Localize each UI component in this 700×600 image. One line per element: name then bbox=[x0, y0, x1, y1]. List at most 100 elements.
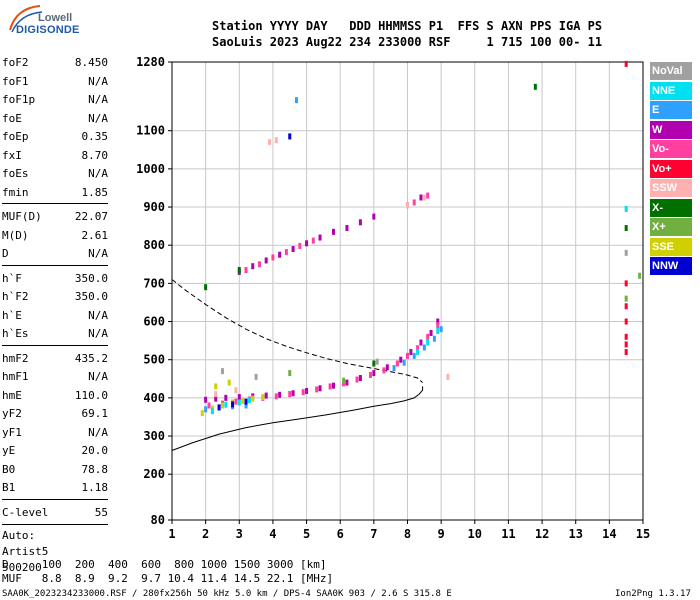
param-row: yF1 N/A bbox=[2, 426, 108, 442]
data-point bbox=[426, 339, 430, 346]
data-point bbox=[288, 391, 292, 398]
x-tick-label: 11 bbox=[501, 527, 515, 541]
data-point bbox=[311, 237, 315, 244]
x-tick-label: 12 bbox=[535, 527, 549, 541]
param-value: 69.1 bbox=[81, 407, 109, 420]
param-row: M(D) 2.61 bbox=[2, 229, 108, 245]
param-row: yE 20.0 bbox=[2, 444, 108, 460]
param-row: foE N/A bbox=[2, 112, 108, 128]
data-point bbox=[385, 364, 389, 371]
param-row: h`E N/A bbox=[2, 309, 108, 325]
param-value: 2.61 bbox=[81, 228, 109, 242]
data-point bbox=[392, 365, 396, 372]
data-point bbox=[624, 205, 628, 212]
data-point bbox=[436, 328, 440, 335]
data-point bbox=[624, 333, 628, 340]
data-point bbox=[446, 373, 450, 380]
data-point bbox=[237, 267, 241, 274]
data-point bbox=[624, 225, 628, 232]
param-value: 350.0 bbox=[74, 271, 108, 285]
param-name: foF2 bbox=[2, 56, 29, 69]
x-tick-label: 6 bbox=[337, 527, 344, 541]
data-point bbox=[214, 383, 218, 390]
legend-item: Vo- bbox=[650, 140, 692, 158]
param-row: B1 1.18 bbox=[2, 481, 108, 497]
param-value: N/A bbox=[88, 167, 108, 180]
data-point bbox=[237, 399, 241, 406]
clevel-row: C-level 55 bbox=[2, 506, 108, 522]
data-point bbox=[301, 389, 305, 396]
y-tick-label: 400 bbox=[143, 391, 165, 405]
logo-arc-icon bbox=[9, 5, 43, 33]
param-row: h`Es N/A bbox=[2, 327, 108, 343]
data-point bbox=[399, 356, 403, 363]
data-point bbox=[412, 352, 416, 359]
data-point bbox=[268, 139, 272, 146]
separator bbox=[2, 344, 108, 346]
data-point bbox=[422, 344, 426, 351]
param-value: N/A bbox=[88, 308, 108, 322]
x-tick-label: 8 bbox=[404, 527, 411, 541]
y-tick-label: 500 bbox=[143, 353, 165, 367]
data-point bbox=[214, 391, 218, 398]
data-point bbox=[358, 219, 362, 226]
param-row: D N/A bbox=[2, 247, 108, 263]
data-point bbox=[220, 368, 224, 375]
data-point bbox=[624, 341, 628, 348]
data-point bbox=[204, 396, 208, 403]
data-point bbox=[210, 408, 214, 415]
auto-line: Artist5 bbox=[2, 544, 49, 558]
param-row: foEs N/A bbox=[2, 167, 108, 183]
data-point bbox=[220, 402, 224, 409]
separator bbox=[2, 203, 108, 204]
chart-ticks: 1 2 3 4 5 6 7 8 9 10 11 12 13 14 158020030040050060070… bbox=[136, 55, 650, 541]
param-row: B0 78.8 bbox=[2, 463, 108, 479]
data-point bbox=[416, 349, 420, 356]
header-values: SaoLuis 2023 Aug22 234 233000 RSF 1 715 … bbox=[212, 35, 603, 49]
legend-item: E bbox=[650, 101, 692, 119]
data-point bbox=[264, 392, 268, 399]
param-row: fmin 1.85 bbox=[2, 186, 108, 202]
data-point bbox=[257, 261, 261, 268]
chart-curves bbox=[171, 279, 424, 451]
param-value: N/A bbox=[88, 74, 108, 88]
logo-digisonde-text: DIGISONDE bbox=[16, 24, 80, 36]
data-point bbox=[217, 404, 221, 411]
data-point bbox=[214, 395, 218, 402]
y-tick-label: 1280 bbox=[136, 55, 165, 69]
footer-distance-row: D 100 200 400 600 800 1000 1500 3000 [km… bbox=[2, 558, 327, 571]
chart-points bbox=[200, 60, 642, 417]
param-value: N/A bbox=[88, 327, 108, 340]
x-tick-label: 14 bbox=[602, 527, 616, 541]
param-name: foE bbox=[2, 111, 22, 125]
x-tick-label: 13 bbox=[568, 527, 582, 541]
data-point bbox=[624, 249, 628, 256]
param-name: h`E bbox=[2, 308, 22, 322]
data-point bbox=[358, 375, 362, 382]
data-point bbox=[224, 394, 228, 401]
y-tick-label: 600 bbox=[143, 315, 165, 329]
data-point bbox=[200, 410, 204, 417]
data-point bbox=[331, 228, 335, 235]
param-name: yF2 bbox=[2, 407, 22, 420]
legend-item: X- bbox=[650, 198, 692, 217]
auto-line: Auto: bbox=[2, 528, 36, 542]
data-point bbox=[315, 386, 319, 393]
param-name: h`F bbox=[2, 271, 22, 285]
separator bbox=[2, 264, 108, 266]
x-tick-label: 1 bbox=[168, 527, 175, 541]
x-tick-label: 15 bbox=[636, 527, 650, 541]
param-value: N/A bbox=[88, 93, 108, 106]
data-point bbox=[624, 349, 628, 356]
solid-profile-curve bbox=[171, 386, 424, 451]
param-row: yF2 69.1 bbox=[2, 407, 108, 423]
data-point bbox=[342, 377, 346, 384]
param-name: foF1p bbox=[2, 93, 36, 106]
y-tick-label: 700 bbox=[143, 276, 165, 290]
x-tick-label: 2 bbox=[202, 527, 209, 541]
param-row: h`F 350.0 bbox=[2, 272, 108, 288]
param-name: h`F2 bbox=[2, 290, 29, 303]
param-row: hmE 110.0 bbox=[2, 389, 108, 405]
data-point bbox=[345, 379, 349, 386]
